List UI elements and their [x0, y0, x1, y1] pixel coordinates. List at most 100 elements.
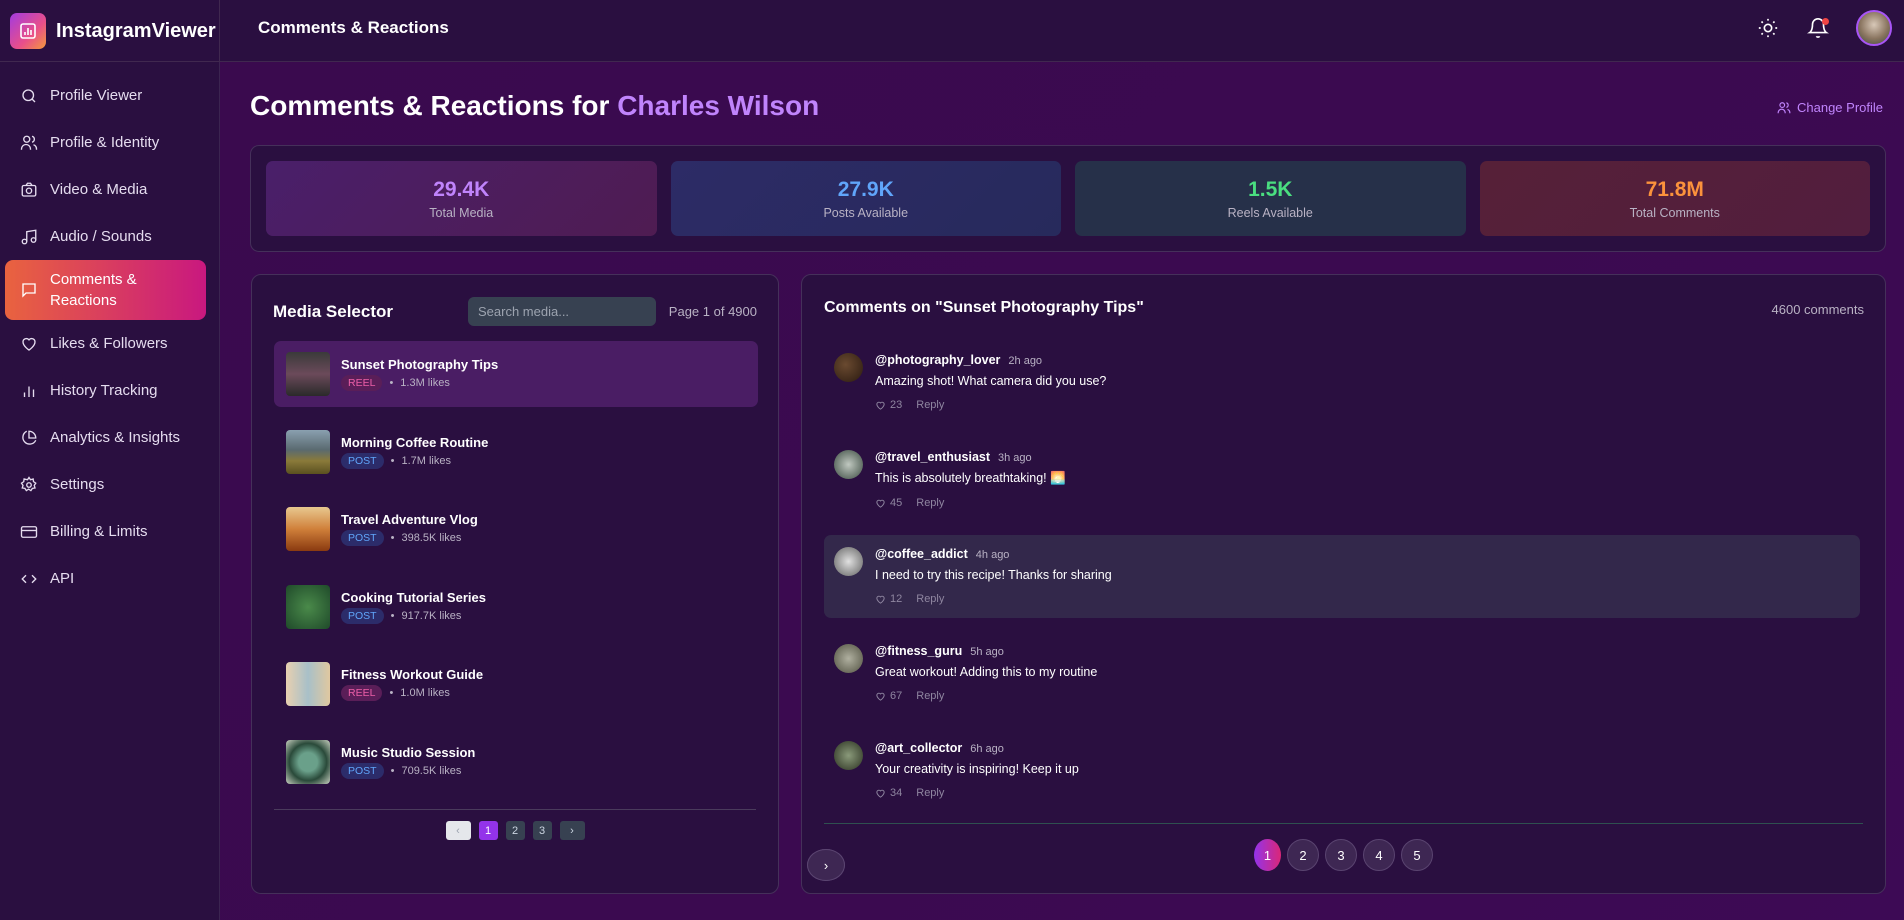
sidebar-item-profile-identity[interactable]: Profile & Identity	[5, 119, 206, 166]
divider	[824, 823, 1863, 824]
sidebar-item-label: Likes & Followers	[50, 335, 168, 352]
sidebar-item-audio-sounds[interactable]: Audio / Sounds	[5, 213, 206, 260]
page-button[interactable]: 2	[1287, 839, 1319, 871]
next-page-button[interactable]: ›	[807, 849, 845, 881]
page-button[interactable]: 3	[1325, 839, 1357, 871]
media-thumbnail	[286, 507, 330, 551]
stat-label: Reels Available	[1227, 205, 1313, 220]
credit-card-icon	[20, 525, 38, 538]
sidebar-item-analytics-insights[interactable]: Analytics & Insights	[5, 414, 206, 461]
users-icon	[1777, 101, 1791, 113]
comment-time: 4h ago	[975, 549, 1010, 561]
reply-button[interactable]: Reply	[916, 787, 945, 799]
commenter-avatar[interactable]	[834, 741, 863, 770]
comment-likes: 67	[890, 690, 903, 702]
stat-label: Posts Available	[823, 205, 909, 220]
media-list-item[interactable]: Music Studio Session POST • 709.5K likes	[274, 729, 758, 795]
sidebar-item-history-tracking[interactable]: History Tracking	[5, 367, 206, 414]
change-profile-button[interactable]: Change Profile	[1777, 100, 1883, 115]
comment-likes: 23	[890, 399, 903, 411]
stat-card: 29.4K Total Media	[266, 161, 657, 236]
like-comment-button[interactable]: 45	[875, 497, 902, 509]
media-type-badge: POST	[341, 452, 384, 469]
code-icon	[21, 574, 37, 583]
change-profile-label: Change Profile	[1797, 100, 1883, 115]
sidebar-item-billing-limits[interactable]: Billing & Limits	[5, 508, 206, 555]
comment-text: Great workout! Adding this to my routine	[875, 665, 1098, 679]
media-title: Morning Coffee Routine	[341, 434, 489, 450]
comment-username[interactable]: @coffee_addict	[875, 547, 968, 561]
media-pagination: ‹ 1 2 3 ›	[252, 821, 778, 840]
search-media-input[interactable]	[468, 297, 656, 326]
media-type-badge: REEL	[341, 375, 383, 391]
reply-button[interactable]: Reply	[916, 497, 945, 509]
media-type-badge: POST	[341, 762, 384, 779]
commenter-avatar[interactable]	[834, 353, 863, 382]
media-list-item[interactable]: Travel Adventure Vlog POST • 398.5K likes	[274, 496, 758, 562]
comment-username[interactable]: @art_collector	[875, 741, 963, 755]
commenter-avatar[interactable]	[834, 450, 863, 479]
media-selector-title: Media Selector	[273, 302, 393, 321]
heart-icon	[876, 789, 885, 798]
stat-value: 71.8M	[1645, 177, 1704, 201]
brand[interactable]: InstagramViewer	[0, 0, 220, 62]
sidebar-item-label: Billing & Limits	[50, 523, 148, 540]
sidebar-item-comments-reactions[interactable]: Comments & Reactions	[5, 260, 206, 320]
like-comment-button[interactable]: 23	[875, 399, 902, 411]
media-thumbnail	[286, 584, 330, 629]
reply-button[interactable]: Reply	[916, 399, 945, 411]
page-button[interactable]: 5	[1401, 839, 1433, 871]
sidebar-item-likes-followers[interactable]: Likes & Followers	[5, 320, 206, 367]
comment-time: 2h ago	[1008, 355, 1043, 367]
page-button[interactable]: 3	[532, 821, 552, 840]
sidebar-item-video-media[interactable]: Video & Media	[5, 166, 206, 213]
comment-time: 6h ago	[970, 743, 1004, 755]
sidebar-item-profile-viewer[interactable]: Profile Viewer	[5, 72, 206, 119]
heart-icon	[876, 692, 885, 701]
commenter-avatar[interactable]	[834, 547, 863, 576]
media-list-item[interactable]: Sunset Photography Tips REEL • 1.3M likes	[274, 341, 758, 407]
user-avatar[interactable]	[1856, 10, 1892, 46]
sidebar-item-settings[interactable]: Settings	[5, 461, 206, 508]
commenter-avatar[interactable]	[834, 644, 863, 673]
media-list-item[interactable]: Fitness Workout Guide REEL • 1.0M likes	[274, 651, 758, 717]
page-button[interactable]: 4	[1363, 839, 1395, 871]
sidebar-item-api[interactable]: API	[5, 555, 206, 602]
comment-likes: 45	[890, 497, 903, 509]
users-icon	[20, 135, 38, 150]
page-button[interactable]: 1	[478, 821, 498, 840]
sidebar-item-label: Profile Viewer	[50, 87, 143, 104]
like-comment-button[interactable]: 34	[875, 787, 902, 799]
media-list-item[interactable]: Cooking Tutorial Series POST • 917.7K likes	[274, 574, 758, 640]
like-comment-button[interactable]: 67	[875, 690, 902, 702]
comment-username[interactable]: @photography_lover	[875, 353, 1001, 367]
like-comment-button[interactable]: 12	[875, 593, 902, 605]
media-type-badge: POST	[341, 607, 384, 624]
page-button[interactable]: 2	[505, 821, 525, 840]
sidebar: Profile Viewer Profile & Identity Video & …	[0, 62, 220, 920]
music-icon	[21, 228, 37, 244]
bullet: •	[389, 377, 394, 389]
stat-value: 1.5K	[1248, 177, 1293, 201]
next-page-button[interactable]: ›	[559, 821, 585, 840]
media-list-item[interactable]: Morning Coffee Routine POST • 1.7M likes	[274, 419, 758, 485]
comment-username[interactable]: @travel_enthusiast	[875, 450, 991, 464]
logo-chart-icon	[10, 13, 46, 49]
comments-count: 4600 comments	[1771, 302, 1865, 317]
media-thumbnail	[286, 429, 330, 474]
comment-item: @photography_lover 2h ago Amazing shot! Wh…	[824, 341, 1860, 424]
divider	[274, 809, 756, 810]
heart-icon	[876, 595, 885, 604]
notifications-bell-icon[interactable]	[1806, 16, 1830, 40]
theme-toggle-sun-icon[interactable]	[1756, 16, 1780, 40]
stat-label: Total Comments	[1629, 205, 1720, 220]
reply-button[interactable]: Reply	[916, 690, 945, 702]
comment-text: Amazing shot! What camera did you use?	[875, 374, 1107, 388]
comment-username[interactable]: @fitness_guru	[875, 644, 963, 658]
reply-button[interactable]: Reply	[916, 593, 945, 605]
bar-chart-icon	[23, 386, 35, 397]
prev-page-button[interactable]: ‹	[445, 821, 471, 840]
stats-panel: 29.4K Total Media 27.9K Posts Available 1.5K…	[250, 145, 1886, 252]
page-button[interactable]: 1	[1254, 839, 1281, 871]
